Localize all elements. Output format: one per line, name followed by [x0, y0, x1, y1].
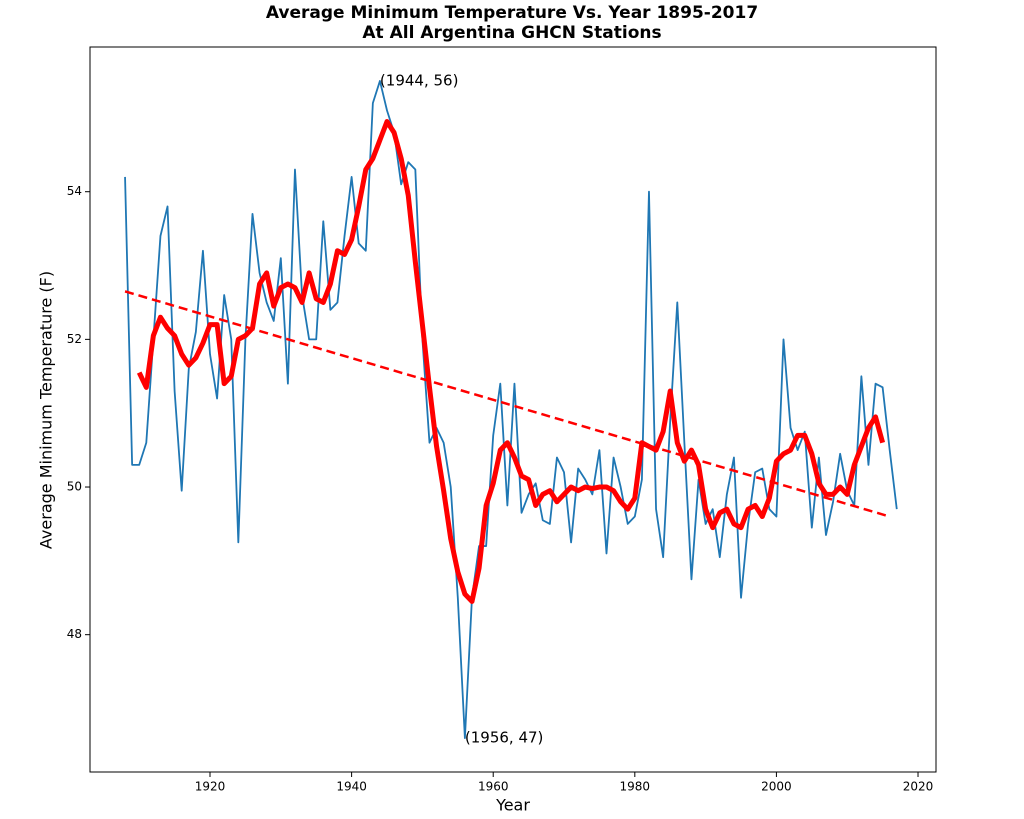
- y-axis-label: Average Minimum Temperature (F): [37, 271, 56, 549]
- x-tick-label: 1920: [195, 780, 226, 794]
- y-tick-label: 52: [67, 332, 82, 346]
- chart-title: Average Minimum Temperature Vs. Year 189…: [266, 3, 758, 23]
- x-tick-label: 1960: [478, 780, 509, 794]
- data-line: [124, 290, 891, 518]
- x-tick-label: 1940: [336, 780, 367, 794]
- y-tick-label: 48: [67, 627, 82, 641]
- data-line: [136, 119, 886, 604]
- plot-frame: [89, 46, 937, 773]
- x-axis-label: Year: [495, 796, 530, 815]
- y-tick-label: 50: [67, 480, 82, 494]
- annotation: (1956, 47): [465, 729, 544, 747]
- data-line: [124, 80, 898, 739]
- chart-subtitle: At All Argentina GHCN Stations: [362, 23, 661, 43]
- x-tick-label: 2000: [761, 780, 792, 794]
- x-tick-label: 2020: [903, 780, 934, 794]
- annotation: (1944, 56): [380, 71, 459, 89]
- y-tick-label: 54: [67, 184, 82, 198]
- x-tick-label: 1980: [620, 780, 651, 794]
